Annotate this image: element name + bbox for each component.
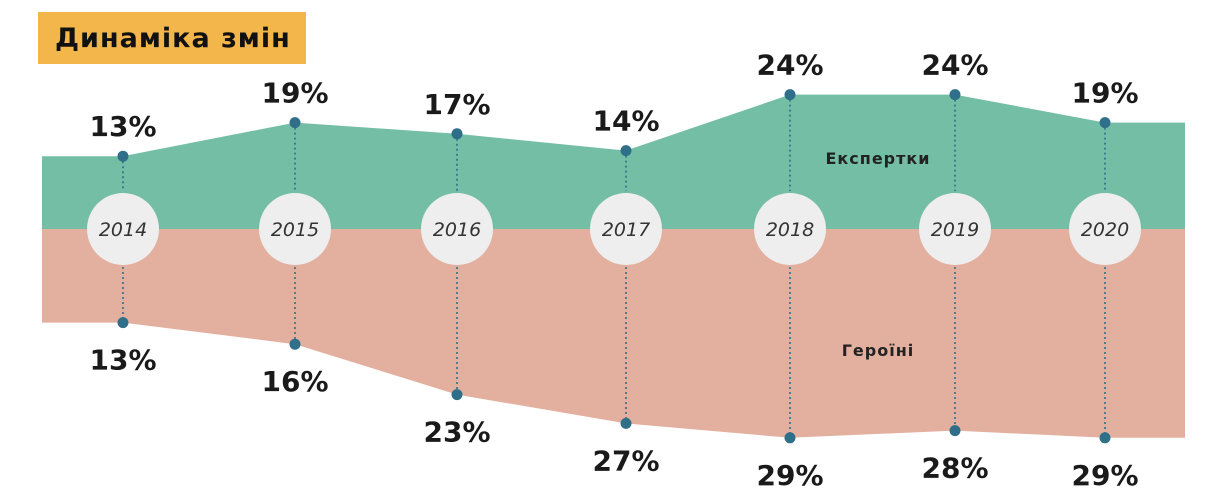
data-point-experts <box>784 89 796 101</box>
value-label-experts: 19% <box>1071 77 1138 110</box>
data-point-heroines <box>1099 432 1111 444</box>
year-label: 2015 <box>271 219 319 241</box>
year-label: 2016 <box>433 219 481 241</box>
year-badge <box>590 193 662 265</box>
year-badge <box>1069 193 1141 265</box>
data-point-experts <box>451 128 463 140</box>
data-point-heroines <box>784 432 796 444</box>
value-label-heroines: 13% <box>89 344 156 377</box>
year-label: 2020 <box>1081 219 1129 241</box>
data-point-experts <box>949 89 961 101</box>
data-point-experts <box>1099 117 1111 129</box>
value-label-heroines: 23% <box>423 416 490 449</box>
value-label-heroines: 29% <box>756 459 823 492</box>
value-label-experts: 24% <box>921 49 988 82</box>
data-point-experts <box>117 150 129 162</box>
data-point-heroines <box>451 389 463 401</box>
year-label: 2019 <box>931 219 979 241</box>
data-point-heroines <box>117 317 129 329</box>
value-label-heroines: 28% <box>921 452 988 485</box>
page-title: Динаміка змін <box>55 22 291 54</box>
year-badge <box>259 193 331 265</box>
title-badge: Динаміка змін <box>38 12 306 64</box>
year-label: 2014 <box>99 219 147 241</box>
data-point-experts <box>289 117 301 129</box>
area-top-experts <box>42 94 1185 229</box>
year-label: 2017 <box>602 219 650 241</box>
value-label-experts: 19% <box>261 77 328 110</box>
data-point-experts <box>620 145 632 157</box>
year-badge <box>919 193 991 265</box>
area-bottom-heroines <box>42 229 1185 438</box>
value-label-experts: 13% <box>89 110 156 143</box>
value-label-heroines: 27% <box>592 444 659 477</box>
series-label-heroines: Героїні <box>842 341 915 360</box>
year-badge <box>87 193 159 265</box>
value-label-experts: 14% <box>592 105 659 138</box>
value-label-heroines: 29% <box>1071 459 1138 492</box>
data-point-heroines <box>289 338 301 350</box>
value-label-experts: 17% <box>423 88 490 121</box>
data-point-heroines <box>949 425 961 437</box>
year-badge <box>754 193 826 265</box>
series-label-experts: Експертки <box>826 149 931 168</box>
year-label: 2018 <box>766 219 814 241</box>
value-label-heroines: 16% <box>261 365 328 398</box>
value-label-experts: 24% <box>756 49 823 82</box>
year-badge <box>421 193 493 265</box>
data-point-heroines <box>620 417 632 429</box>
